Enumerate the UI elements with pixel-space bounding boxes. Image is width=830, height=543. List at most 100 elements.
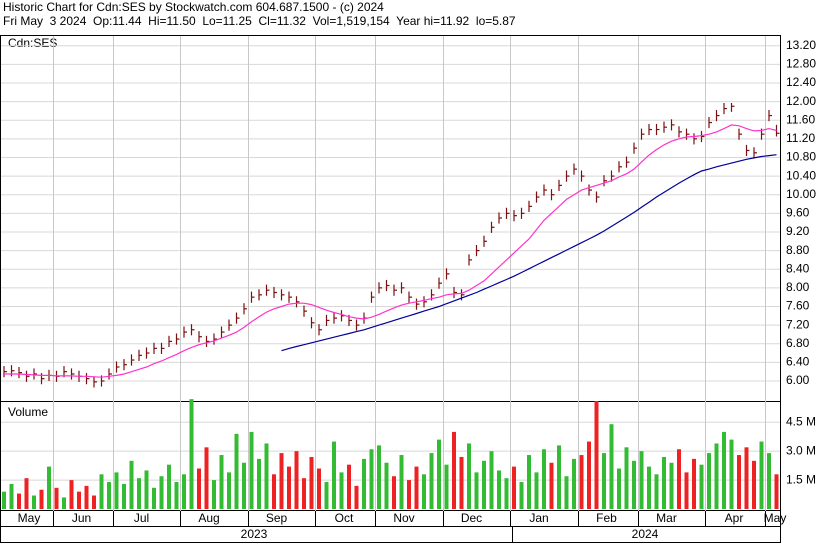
grid [1,36,780,527]
volume-bar [662,456,666,509]
x-tick-label: Jan [529,511,548,525]
y-tick-label: 6.00 [786,373,810,387]
volume-bar [204,447,209,509]
moving-average [4,124,777,378]
volume-bar [249,431,254,509]
volume-bar [167,464,171,509]
volume-bar [557,445,561,509]
y-tick-label: 8.40 [786,261,810,275]
y2-tick-label: 1.5 M [786,472,816,486]
volume-bar [159,476,164,509]
volume-bar [437,439,441,509]
volume-bar [669,462,674,509]
volume-bar [242,462,246,509]
volume-bar [69,480,74,509]
volume-bar [234,433,239,509]
volume-bar [114,472,119,509]
volume-bar [107,482,111,509]
year-label: 2023 [241,527,268,541]
volume-bar [174,482,179,509]
x-tick-label: Mar [656,511,677,525]
y-tick-label: 6.40 [786,355,810,369]
volume-bar [294,451,299,509]
volume-bar [302,478,306,509]
y2-tick-label: 4.5 M [786,414,816,428]
volume-bar [474,472,479,509]
x-tick-label: May [764,511,787,525]
volume-bar [587,441,591,509]
volume-bar [9,483,14,509]
y-tick-label: 11.60 [786,112,815,126]
moving-average [281,154,777,352]
volume-bar [189,399,194,509]
volume-bar [32,495,36,509]
volume-bar [519,482,524,509]
volume-bar [392,476,396,509]
volume-bar [39,489,44,509]
volume-bar [152,487,156,509]
volume-bar [414,466,419,509]
volume-bar [722,431,726,509]
volume-bar [317,468,321,509]
volume-bar [144,470,149,509]
volume-bar [744,447,749,509]
volume-bar [512,466,516,509]
volume-bar [227,472,231,509]
volume-bar [767,453,771,509]
volume-bar [17,493,21,509]
volume-bar [699,464,704,509]
volume-bar [24,478,29,509]
volume-bar [542,449,546,509]
y-tick-label: 9.20 [786,224,810,238]
y-tick-label: 12.00 [786,94,816,108]
y-tick-label: 9.60 [786,206,810,220]
volume-bar [354,485,359,509]
symbol-label: Cdn:SES [8,36,57,50]
y-tick-label: 12.40 [786,75,816,89]
volume-bar [429,453,434,509]
x-tick-label: Jul [134,511,149,525]
y-tick-label: 8.80 [786,243,810,257]
volume-bar [309,456,314,509]
volume-bar [362,458,366,509]
volume-bar [602,453,606,509]
chart-title: Historic Chart for Cdn:SES by Stockwatch… [3,0,384,14]
volume-bar [287,466,291,509]
y-tick-label: 6.80 [786,336,810,350]
x-tick-label: Apr [725,511,744,525]
volume-bar [212,480,216,509]
volume-bar [624,447,629,509]
volume-bar [92,495,96,509]
volume-bar [324,482,329,509]
y-tick-label: 7.20 [786,317,810,331]
volume-bar [647,466,651,509]
volume-bar [264,443,269,509]
x-tick-label: Oct [335,511,354,525]
volume-bar [714,443,719,509]
volume-bar [452,431,456,509]
x-tick-label: Dec [461,511,482,525]
volume-bar [77,491,81,509]
volume-bar [347,464,351,509]
volume-bar [129,460,134,509]
volume-bar [707,453,711,509]
x-tick-label: Feb [596,511,617,525]
volume-bar [549,462,554,509]
volume-bar [504,478,509,509]
y-tick-label: 7.60 [786,299,810,313]
volume-bar [572,458,576,509]
volume-bar [654,474,659,509]
x-tick-label: Sep [266,511,288,525]
volume-bar [54,487,59,509]
volume-bar [182,474,186,509]
volume-bar [752,460,756,509]
volume-bar [384,462,389,509]
volume-bar [407,480,411,509]
y-tick-label: 8.00 [786,280,810,294]
volume-bar [339,472,344,509]
volume-bar [137,478,141,509]
volume-bar [377,445,381,509]
volume-bar [759,441,764,509]
volume-bar [399,455,404,509]
volume-bar [579,455,584,509]
